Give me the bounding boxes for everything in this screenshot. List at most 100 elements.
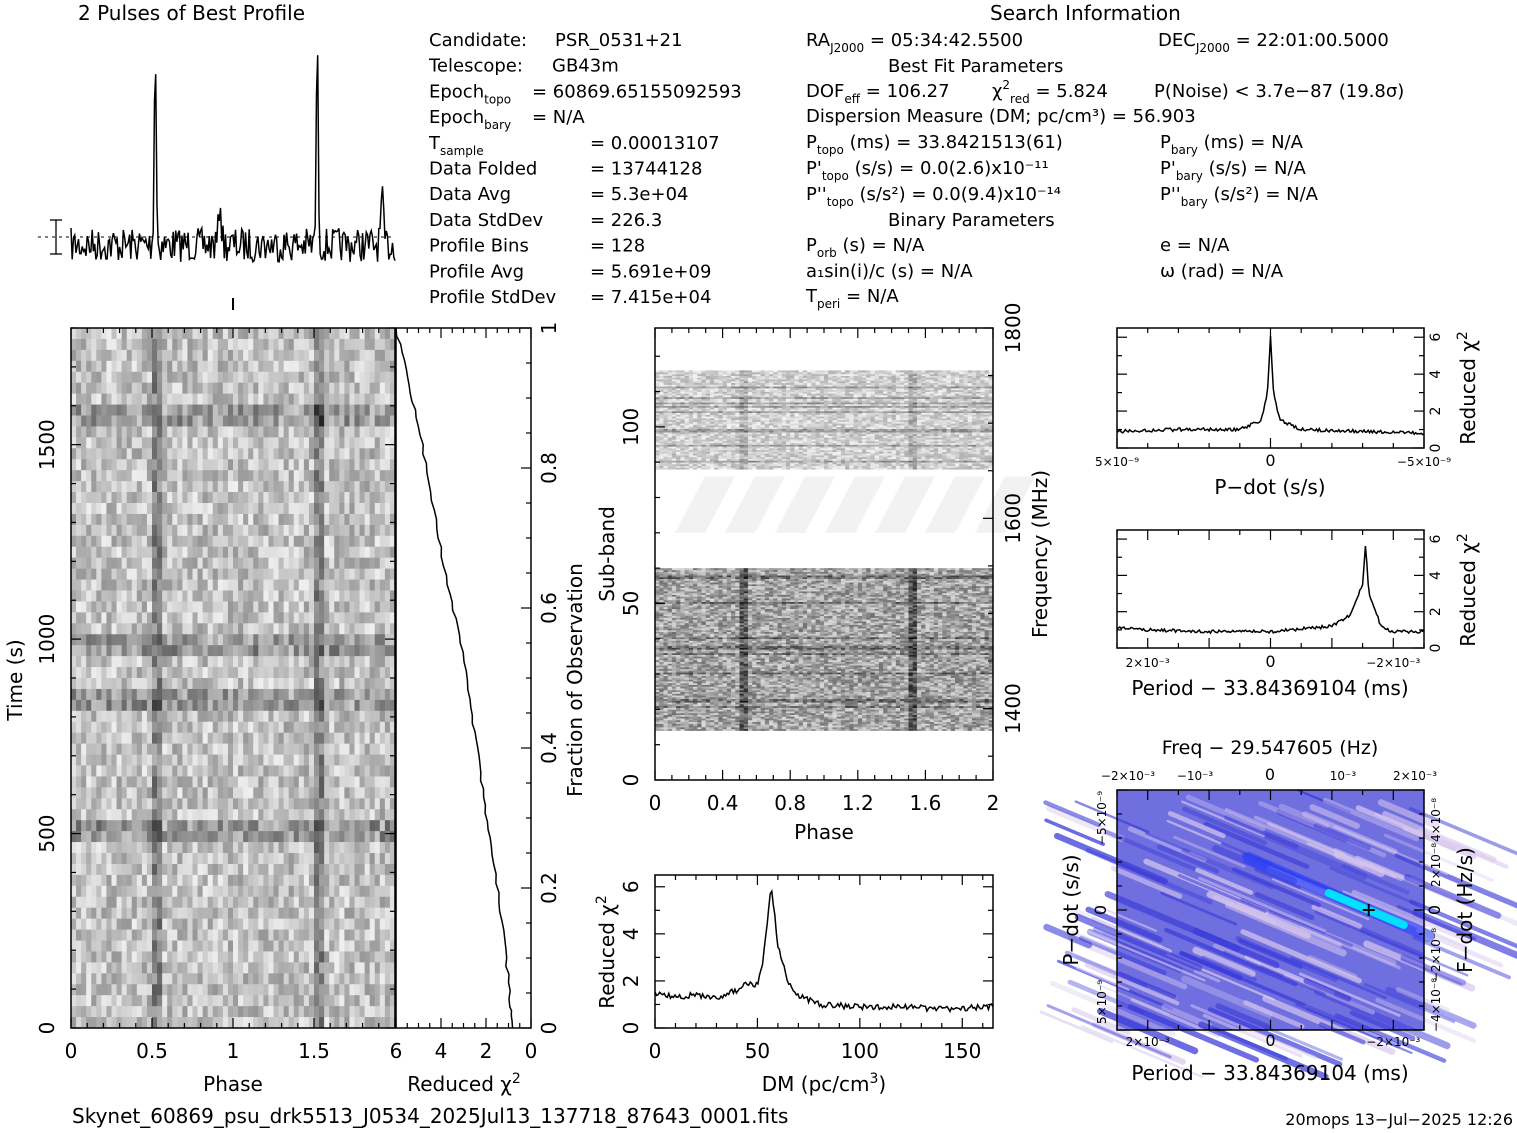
chi2-time-xtick: 6	[390, 1039, 403, 1063]
info-left-value: = 128	[590, 236, 645, 257]
subband-xlabel: Phase	[794, 820, 854, 844]
chi2-time-xtick: 4	[435, 1039, 448, 1063]
time-phase-xtick: 1.5	[298, 1039, 330, 1063]
info-left-label: Epochbary	[429, 107, 511, 132]
pdot-chi2-xtick: 5×10⁻⁹	[1095, 455, 1139, 469]
omega-line: ω (rad) = N/A	[1160, 261, 1284, 282]
period-pdot-xtick: 0	[1265, 1031, 1275, 1050]
info-left-label: Candidate:	[429, 30, 527, 51]
chi2-time-ytick: 0.2	[537, 872, 561, 904]
best-fit-title: Best Fit Parameters	[888, 56, 1063, 77]
pdot-chi2-series-line	[1116, 335, 1425, 436]
period-pdot-xtick: 2×10⁻³	[1126, 1035, 1170, 1049]
period-pdot-xtick: −2×10⁻³	[1366, 1035, 1420, 1049]
chi2-time-ylabel: Fraction of Observation	[563, 563, 587, 797]
tperi-label: Tperi = N/A	[805, 286, 899, 311]
dm-chi2-plot: 0 2 4 6 0 50 100 150 DM (pc/cm3) Reduced χ2	[594, 874, 994, 1096]
subband-y2tick: 1600	[1001, 493, 1025, 544]
period-pdot-y2tick: −2×10⁻⁸	[1429, 928, 1443, 982]
pdot-chi2-ytick: 6	[1428, 333, 1444, 342]
time-phase-xtick: 0.5	[136, 1039, 168, 1063]
period-pdot-y2tick: −4×10⁻⁸	[1429, 978, 1443, 1032]
pbary-value: (ms) = N/A	[1204, 132, 1304, 153]
pdot-chi2-ytick: 4	[1428, 370, 1444, 379]
info-left-label: Profile StdDev	[429, 287, 557, 308]
pddtopo-value: (s/s²) = 0.0(9.4)x10⁻¹⁴	[860, 184, 1061, 205]
period-pdot-toptick: 0	[1265, 765, 1275, 784]
period-pdot-toptick: 10⁻³	[1330, 769, 1357, 783]
dm-chi2-series-line	[654, 889, 994, 1014]
dm-chi2-ytick: 2	[619, 975, 643, 988]
info-left-value: = 7.415e+04	[590, 287, 711, 308]
chi2-value: = 5.824	[1035, 81, 1107, 102]
info-left-label: Tsample	[428, 133, 484, 158]
pddtopo-label: P''topo (s/s²) = 0.0(9.4)x10⁻¹⁴	[806, 184, 1061, 209]
dm-chi2-xtick: 50	[745, 1039, 770, 1063]
info-left-value: = 5.691e+09	[590, 261, 711, 282]
ptopo-label: Ptopo (ms) = 33.8421513(61)	[806, 132, 1063, 157]
time-phase-xtick: 1	[227, 1039, 240, 1063]
ra-label: RAJ2000 = 05:34:42.5500	[806, 30, 1023, 55]
subband-y2tick: 1400	[1001, 683, 1025, 734]
profile-plot	[38, 55, 396, 310]
chi2-time-plot: 6 4 2 0 0 0.2 0.4 0.6 0.8 1 Reduced χ2 Fraction o…	[390, 322, 587, 1096]
info-left-label: Epochtopo	[429, 81, 511, 106]
subband-xtick: 1.6	[909, 791, 941, 815]
info-left-label: Data Folded	[429, 159, 537, 180]
period-chi2-ylabel: Reduced χ2	[1455, 533, 1480, 647]
dm-chi2-ytick: 4	[619, 927, 643, 940]
porb-value: (s) = N/A	[843, 235, 925, 256]
pdot-chi2-ytick: 0	[1428, 444, 1444, 453]
pdtopo-label: P'topo (s/s) = 0.0(2.6)x10⁻¹¹	[806, 158, 1049, 183]
pdot-chi2-plot: 0 2 4 6 5×10⁻⁹ 0 −5×10⁻⁹ P−dot (s/s) Reduced χ…	[1095, 327, 1480, 499]
period-chi2-xtick: 2×10⁻³	[1126, 656, 1170, 670]
subband-y2tick: 1800	[1001, 303, 1025, 354]
subband-ytick: 100	[619, 408, 643, 446]
period-chi2-ytick: 4	[1428, 571, 1444, 580]
search-info-title: Search Information	[990, 1, 1181, 25]
dm-line: Dispersion Measure (DM; pc/cm³) = 56.903	[806, 106, 1196, 127]
period-pdot-y2tick: 2×10⁻⁸	[1429, 843, 1443, 887]
time-phase-ytick: 1500	[35, 419, 59, 470]
subband-ytick: 0	[619, 774, 643, 787]
profile-error-bar	[50, 219, 62, 255]
period-pdot-title: Freq − 29.547605 (Hz)	[1162, 737, 1379, 759]
subband-y2label: Frequency (MHz)	[1028, 470, 1052, 638]
subband-ylabel: Sub-band	[595, 506, 619, 602]
timestamp: 20mops 13−Jul−2025 12:26	[1285, 1110, 1513, 1129]
period-chi2-ytick: 2	[1428, 607, 1444, 616]
dm-chi2-ylabel: Reduced χ2	[594, 895, 619, 1009]
info-left-value: = 226.3	[590, 210, 662, 231]
chi2-time-ticks: 6 4 2 0 0 0.2 0.4 0.6 0.8 1	[390, 322, 561, 1063]
chi2-time-ytick: 1	[537, 322, 561, 335]
pbary-label: Pbary (ms) = N/A	[1160, 132, 1304, 157]
chi2-time-frame	[395, 327, 532, 1029]
time-phase-xtick: 0	[65, 1039, 78, 1063]
pdtopo-value: (s/s) = 0.0(2.6)x10⁻¹¹	[855, 158, 1049, 179]
time-phase-ticks: 0 0.5 1 1.5 0 500 1000 1500	[35, 327, 396, 1063]
profile-series-line	[70, 55, 396, 264]
info-left-value: PSR_0531+21	[555, 30, 683, 51]
period-pdot-plot: Freq − 29.547605 (Hz) 2×10⁻³ 0 −2×10⁻³ −2×1…	[1039, 737, 1517, 1085]
period-pdot-y2tick: 0	[1425, 905, 1444, 915]
info-left-value: = 13744128	[590, 159, 702, 180]
info-left-label: Data StdDev	[429, 210, 544, 231]
chi2-time-ytick: 0.4	[537, 732, 561, 764]
info-middle-block: RAJ2000 = 05:34:42.5500 DECJ2000 = 22:01…	[805, 30, 1404, 311]
info-left-value: = 0.00013107	[590, 133, 720, 154]
period-pdot-y2tick: 4×10⁻⁸	[1429, 798, 1443, 842]
time-phase-plot: 0 0.5 1 1.5 0 500 1000 1500 Phase Time (s)	[3, 327, 396, 1096]
subband-xtick: 0.8	[774, 791, 806, 815]
chi2-time-xlabel: Reduced χ2	[407, 1071, 521, 1096]
period-chi2-ytick: 0	[1428, 644, 1444, 653]
info-left-label: Telescope:	[428, 56, 523, 77]
dec-value: = 22:01:00.5000	[1236, 30, 1389, 51]
time-phase-ytick: 500	[35, 814, 59, 852]
period-chi2-ytick: 6	[1428, 535, 1444, 544]
period-chi2-xtick: −2×10⁻³	[1366, 656, 1420, 670]
period-chi2-xlabel: Period − 33.84369104 (ms)	[1131, 676, 1408, 700]
subband-ticks: 0 0.4 0.8 1.2 1.6 2 0 50 100 1400 1600 1800	[619, 303, 1025, 815]
subband-ytick: 50	[619, 591, 643, 616]
chi2-label: χ2red = 5.824	[992, 78, 1108, 106]
chi2-time-xtick: 2	[480, 1039, 493, 1063]
